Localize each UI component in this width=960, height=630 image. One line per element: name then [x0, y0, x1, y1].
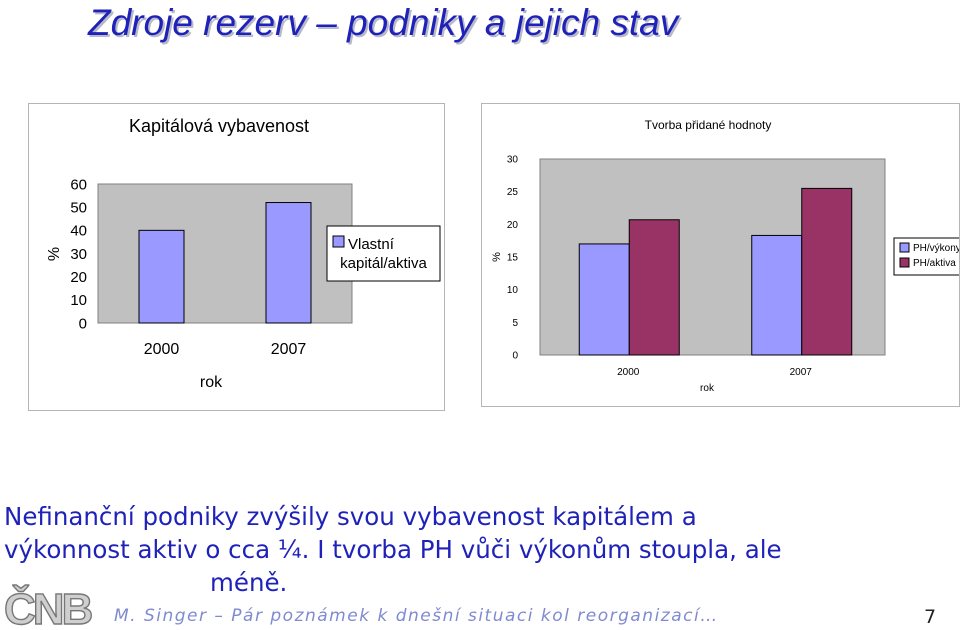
y-tick-label: 10: [507, 285, 519, 296]
y-axis-label: %: [491, 252, 503, 262]
legend-label: PH/aktiva: [913, 258, 956, 269]
y-tick-label: 0: [512, 351, 518, 362]
y-tick-label: 20: [507, 220, 519, 231]
legend-label: PH/výkony: [913, 243, 959, 254]
chart-title: Tvorba přidané hodnoty: [645, 118, 772, 132]
legend-swatch: [899, 242, 910, 253]
plot-area: [97, 183, 353, 324]
summary-line-2: výkonnost aktiv o cca ¼. I tvorba PH vůč…: [4, 535, 782, 564]
chart-title: Kapitálová vybavenost: [129, 116, 309, 136]
y-tick-label: 30: [70, 246, 87, 263]
y-tick-label: 50: [70, 199, 87, 216]
legend-label-line: Vlastní: [348, 236, 395, 253]
bar-vlastn-kapit-l-aktiva-2007: [265, 202, 312, 324]
bar-ph-aktiva-2000: [628, 219, 680, 356]
legend-swatch: [899, 257, 910, 268]
cnb-logo-icon: ČNB: [4, 582, 95, 628]
x-tick-label: 2007: [790, 367, 813, 378]
y-axis-label: %: [46, 247, 63, 261]
y-tick-label: 20: [70, 269, 87, 286]
footer-text: M. Singer – Pár poznámek k dnešní situac…: [114, 606, 719, 626]
slide-title: Zdroje rezerv – podniky a jejich stav: [88, 2, 679, 43]
cnb-logo-text: ČNB: [4, 583, 92, 628]
legend-box: [326, 225, 441, 282]
y-tick-label: 15: [507, 253, 519, 264]
x-axis-label: rok: [700, 383, 715, 394]
page-number: 7: [924, 606, 937, 628]
y-tick-label: 10: [70, 292, 87, 309]
summary-line-1: Nefinanční podniky zvýšily svou vybaveno…: [4, 502, 697, 531]
chart-value-added-svg: Tvorba přidané hodnoty 0 5 10 15 20 25 30% 2000 2…: [491, 118, 960, 394]
bar-ph-v-kony-2000: [578, 243, 630, 356]
chart-value-added: Tvorba přidané hodnoty 0 5 10 15 20 25 30% 2000 2…: [481, 103, 960, 407]
y-tick-label: 40: [70, 223, 87, 240]
y-tick-label: 25: [507, 187, 519, 198]
legend-label-line: kapitál/aktiva: [340, 255, 427, 272]
x-axis-label: rok: [200, 374, 223, 391]
y-tick-label: 0: [79, 315, 87, 332]
x-tick-label: 2000: [144, 341, 180, 358]
y-tick-label: 60: [70, 176, 87, 193]
bar-vlastn-kapit-l-aktiva-2000: [138, 229, 185, 324]
chart-capital-equipment: Kapitálová vybavenost 0 10 20 30 40 50 60% 2000 2…: [28, 103, 445, 411]
bar-ph-v-kony-2007: [751, 234, 803, 356]
summary-text: Nefinanční podniky zvýšily svou vybaveno…: [4, 500, 954, 599]
x-tick-label: 2007: [271, 341, 307, 358]
bar-ph-aktiva-2007: [801, 187, 853, 356]
legend-swatch: [332, 235, 345, 248]
x-tick-label: 2000: [617, 367, 640, 378]
y-tick-label: 5: [512, 318, 518, 329]
summary-line-3: méně.: [210, 568, 288, 597]
y-tick-label: 30: [507, 155, 519, 166]
chart-capital-equipment-svg: Kapitálová vybavenost 0 10 20 30 40 50 60% 2000 2…: [46, 116, 441, 391]
